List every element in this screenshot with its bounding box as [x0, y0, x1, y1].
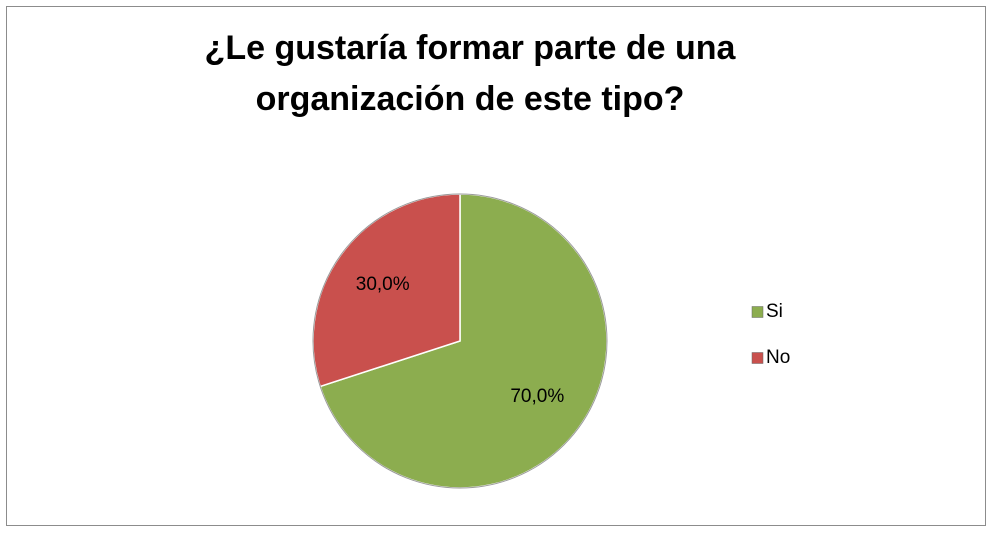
- legend-label: Si: [766, 301, 783, 322]
- legend-swatch: [751, 306, 764, 318]
- pie-outline: [312, 193, 608, 489]
- data-label: 30,0%: [356, 274, 410, 295]
- legend-swatch: [751, 352, 764, 364]
- chart-title: ¿Le gustaría formar parte de una: [205, 29, 737, 67]
- legend-label: No: [766, 347, 790, 368]
- data-label: 70,0%: [510, 386, 564, 407]
- chart-title: organización de este tipo?: [256, 80, 685, 118]
